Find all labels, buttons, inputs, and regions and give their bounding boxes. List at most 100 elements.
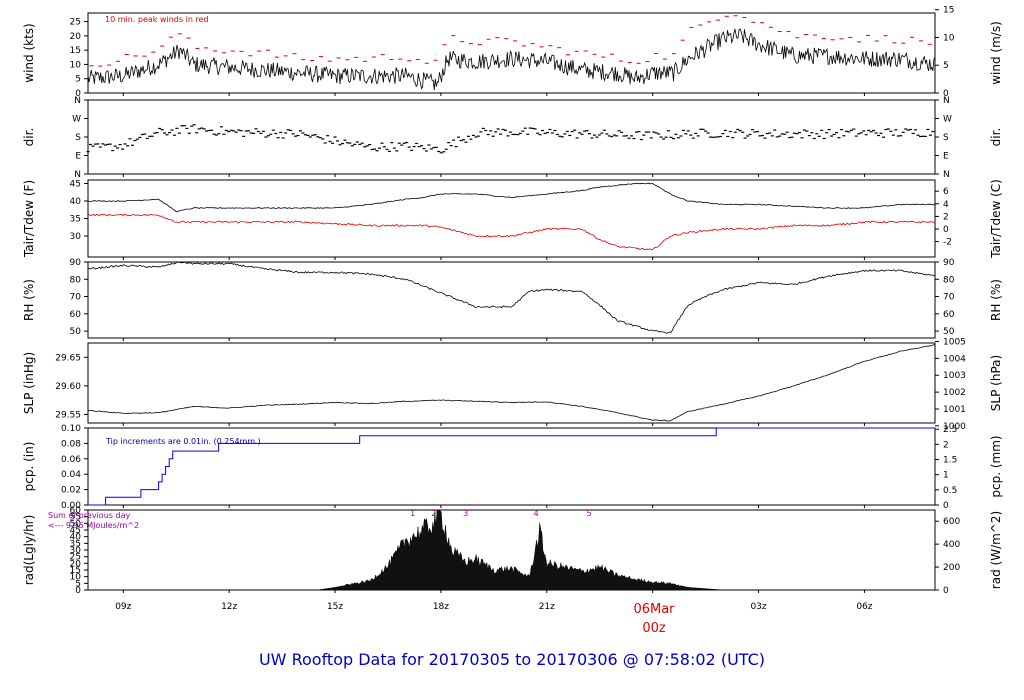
temp-ytick-label-right: -2 [943,238,952,248]
pcp-ytick-label-left: 0.06 [61,455,81,465]
rad-ytick-label-left: 0 [75,586,81,596]
slp-ytick-label-right: 1004 [943,354,966,364]
temp-ytick-label-left: 35 [70,215,81,225]
pcp-ytick-label-left: 0.04 [61,470,81,480]
pcp-ytick-label-right: 1.5 [943,456,957,466]
rad-marker: 2 [431,509,436,518]
rh-frame [87,261,936,339]
rad-marker: 3 [463,509,468,518]
dir-ytick-label-left: W [72,115,81,125]
time-tick-label: 18z [433,602,449,612]
slp-ytick-label-right: 1005 [943,337,966,347]
temp-ytick-label-right: 2 [943,212,949,222]
rad-ytick-label-left: 10 [70,573,82,583]
rad-ytick-label-left: 40 [70,533,82,543]
rad-note-line2: <--- 9.95 MJoules/m^2 [48,521,139,530]
temp-ytick-label-right: 4 [943,200,949,210]
slp-ytick-label-left: 29.55 [55,410,81,420]
rh-ylabel-left: RH (%) [22,279,36,321]
pcp-note: Tip increments are 0.01in. (0.254mm.) [105,437,261,446]
slp-ytick-label-right: 1002 [943,388,966,398]
dir-ytick-label-right: S [943,133,949,143]
tair-line [87,182,935,213]
slp-ytick-label-left: 29.65 [55,353,81,363]
temp-ytick-label-left: 40 [70,197,82,207]
rh-ytick-label-right: 70 [943,293,955,303]
rad-ytick-label-left: 55 [70,513,81,523]
rad-ytick-label-left: 15 [70,566,81,576]
rad-ylabel-left: rad(Lgly/hr) [22,515,36,586]
slp-ytick-label-right: 1003 [943,371,966,381]
dir-ytick-label-left: E [75,152,81,162]
slp-ylabel-left: SLP (inHg) [22,352,36,414]
slp-ytick-label-left: 29.60 [55,382,81,392]
chart-title: UW Rooftop Data for 20170305 to 20170306… [259,650,765,669]
slp-frame [87,342,936,424]
rad-marker: 1 [410,509,415,518]
pcp-ylabel-right: pcp. (mm) [989,435,1003,497]
pcp-ytick-label-right: 2.5 [943,425,957,435]
dir-ytick-label-left: N [74,96,81,106]
date-label: 06Mar [633,602,675,617]
rad-ytick-label-left: 25 [70,553,81,563]
rh-ytick-label-right: 60 [943,310,955,320]
pcp-ytick-label-left: 0.10 [61,424,81,434]
pcp-step-line [88,427,935,506]
wind-ylabel-left: wind (kts) [22,23,36,82]
pcp-ylabel-left: pcp. (in) [22,442,36,492]
temp-ytick-label-left: 30 [70,232,82,242]
time-tick-label: 03z [750,602,766,612]
pcp-ytick-label-left: 0.08 [61,439,81,449]
pcp-ytick-label-right: 1 [943,471,949,481]
time-tick-label: 09z [115,602,131,612]
rh-ylabel-right: RH (%) [989,279,1003,321]
tdew-line [87,213,936,251]
rad-ytick-label-left: 50 [70,519,82,529]
wind-frame [87,12,936,94]
wind-ytick-label-left: 15 [70,46,81,56]
dir-ylabel-left: dir. [22,128,36,147]
rh-ytick-label-left: 70 [70,293,82,303]
pcp-ytick-label-left: 0.00 [61,501,81,511]
rh-ytick-label-left: 90 [70,258,82,268]
dir-ytick-label-right: W [943,115,952,125]
rad-ytick-label-left: 20 [70,559,82,569]
dir-ytick-label-right: N [943,96,950,106]
slp-ytick-label-right: 1000 [943,422,966,432]
dir-frame [87,99,936,175]
slp-ytick-label-right: 1001 [943,405,966,415]
rad-marker: 5 [587,509,592,518]
temp-ytick-label-right: 0 [943,225,949,235]
rh-line [87,261,936,334]
dir-ylabel-right: dir. [989,128,1003,147]
wind-series-line [87,28,936,90]
wind-ylabel-right: wind (m/s) [989,21,1003,85]
dir-ytick-label-left: N [74,170,81,180]
pcp-ytick-label-right: 0.5 [943,486,957,496]
temp-ytick-label-right: 6 [943,187,949,197]
wind-peak-note: 10 min. peak winds in red [105,15,209,24]
pcp-ytick-label-left: 0.02 [61,486,81,496]
wind-ytick-label-left: 0 [75,89,81,99]
dir-ytick-label-right: N [943,170,950,180]
rh-ytick-label-right: 80 [943,275,955,285]
slp-line [87,344,936,422]
temp-ylabel-right: Tair/Tdew (C) [989,179,1003,259]
rad-ytick-label-left: 35 [70,539,81,549]
wind-ytick-label-left: 20 [70,32,82,42]
rad-ytick-label-right: 600 [943,517,960,527]
wind-ytick-label-left: 25 [70,18,81,28]
time-axis: 09z 12z 15z 18z 21z 03z 06z [115,93,873,612]
rad-ytick-label-left: 5 [75,579,81,589]
rad-ytick-label-right: 0 [943,586,949,596]
rad-area [317,509,724,591]
time-tick-label: 15z [327,602,343,612]
wind-ytick-label-right: 5 [943,61,949,71]
temp-frame [87,179,936,258]
pcp-ytick-label-right: 0 [943,501,949,511]
dir-ytick-label-left: S [75,133,81,143]
pcp-frame [87,427,936,506]
pcp-ytick-label-right: 2 [943,440,949,450]
